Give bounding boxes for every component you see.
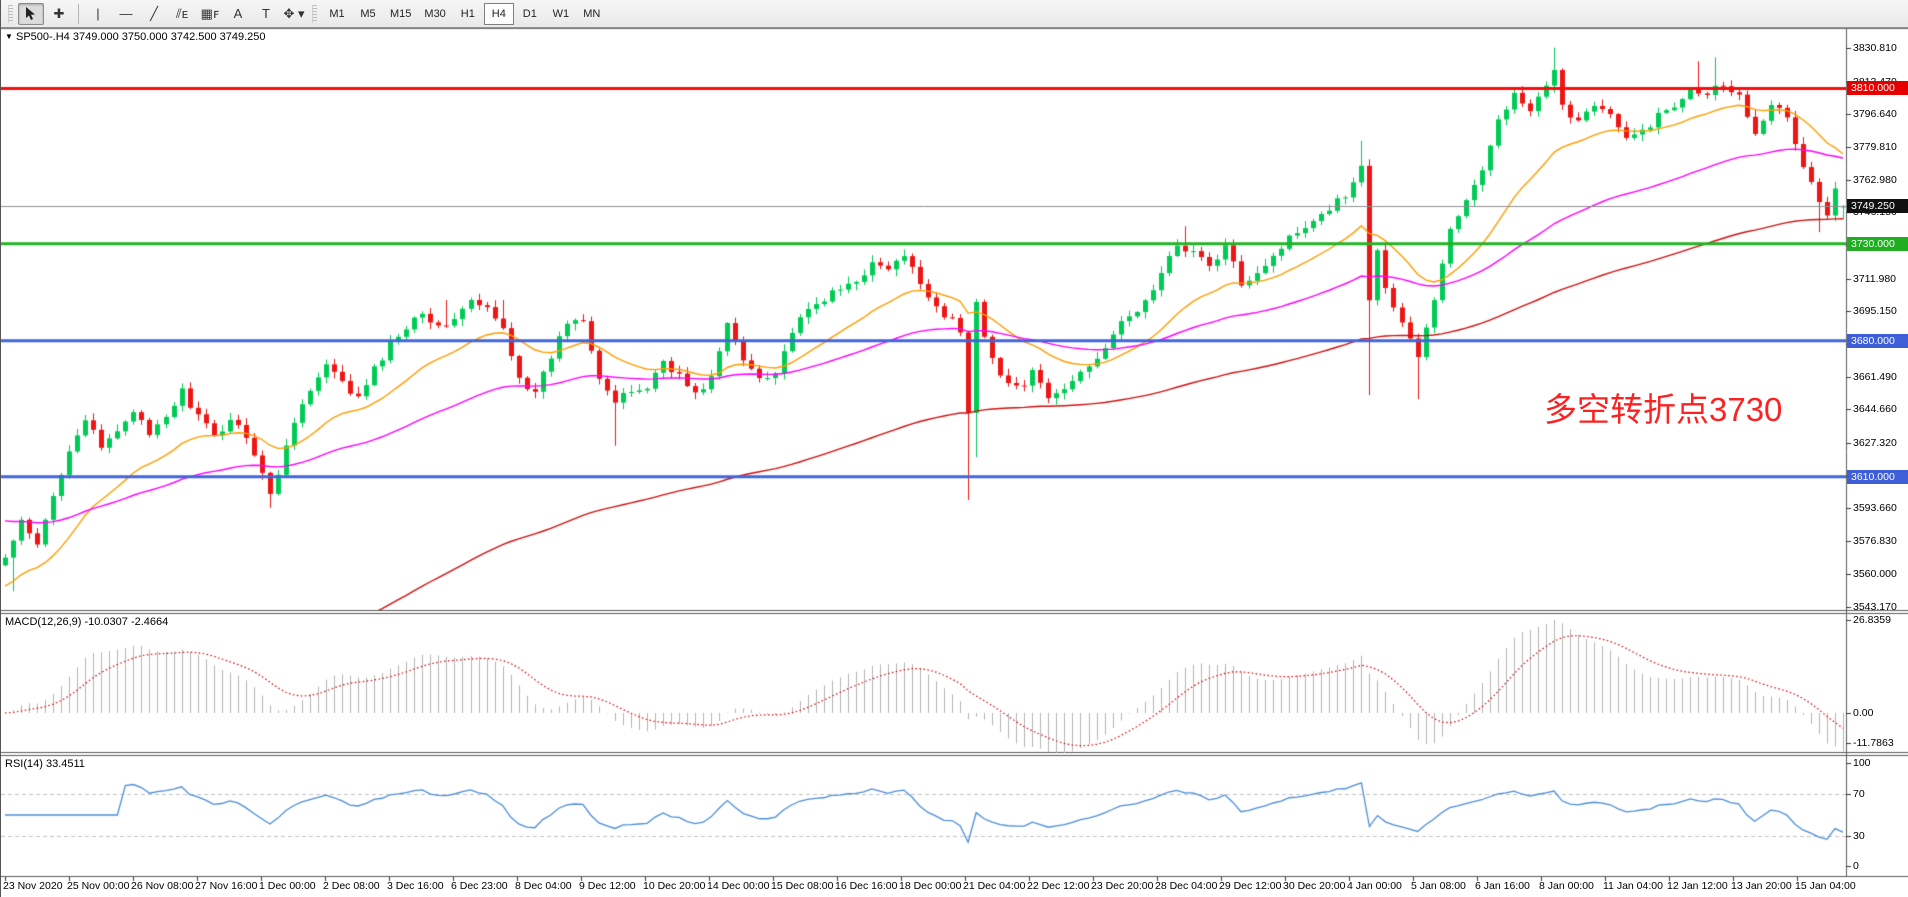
rsi-axis-tick: 70	[1853, 788, 1865, 800]
time-axis-label: 25 Nov 00:00	[67, 880, 130, 892]
price-axis-badge: 3749.250	[1847, 199, 1908, 214]
time-axis-label: 10 Dec 20:00	[643, 880, 706, 892]
rsi-axis-tick: 30	[1853, 830, 1865, 842]
price-axis-tick: 3644.660	[1853, 403, 1897, 416]
time-axis-label: 12 Jan 12:00	[1667, 880, 1728, 892]
chart-annotation-text[interactable]: 多空转折点3730	[1544, 391, 1783, 428]
time-axis-label: 15 Jan 04:00	[1795, 880, 1856, 892]
rsi-axis-tick: 0	[1853, 860, 1859, 872]
time-axis-label: 2 Dec 08:00	[323, 880, 380, 892]
time-axis-label: 21 Dec 04:00	[963, 880, 1026, 892]
time-axis-label: 1 Dec 00:00	[259, 880, 316, 892]
time-axis-label: 6 Dec 23:00	[451, 880, 508, 892]
price-axis-tick: 3695.150	[1853, 305, 1897, 318]
time-axis-label: 22 Dec 12:00	[1027, 880, 1090, 892]
price-axis-tick: 3762.980	[1853, 173, 1897, 186]
price-axis-badge: 3610.000	[1847, 469, 1908, 484]
price-axis-tick: 3796.640	[1853, 108, 1897, 121]
price-axis-badge: 3810.000	[1847, 81, 1908, 96]
price-axis-tick: 3593.660	[1853, 502, 1897, 515]
time-axis-label: 23 Nov 2020	[3, 880, 63, 892]
time-axis-label: 14 Dec 00:00	[707, 880, 770, 892]
symbol-title-text: SP500-.H4 3749.000 3750.000 3742.500 374…	[15, 31, 266, 43]
time-axis-label: 6 Jan 16:00	[1475, 880, 1530, 892]
macd-axis-tick: 0.00	[1853, 707, 1874, 719]
price-axis-badge: 3680.000	[1847, 333, 1908, 348]
time-axis-label: 23 Dec 20:00	[1091, 880, 1154, 892]
macd-indicator-label: MACD(12,26,9) -10.0307 -2.4664	[5, 616, 169, 628]
price-axis-tick: 3543.170	[1853, 600, 1897, 613]
macd-axis-tick: -11.7863	[1853, 737, 1894, 749]
price-axis-tick: 3560.000	[1853, 567, 1897, 580]
time-axis-label: 8 Dec 04:00	[515, 880, 572, 892]
rsi-indicator-label: RSI(14) 33.4511	[5, 758, 85, 770]
price-axis-tick: 3830.810	[1853, 42, 1897, 54]
time-axis-label: 3 Dec 16:00	[387, 880, 444, 892]
symbol-ohlc-readout: ▼ SP500-.H4 3749.000 3750.000 3742.500 3…	[5, 31, 266, 43]
price-axis-tick: 3779.810	[1853, 141, 1897, 154]
collapse-triangle-icon[interactable]: ▼	[5, 32, 13, 41]
time-axis-label: 11 Jan 04:00	[1603, 880, 1663, 892]
time-axis-label: 29 Dec 12:00	[1219, 880, 1282, 892]
time-axis-label: 9 Dec 12:00	[579, 880, 636, 892]
time-axis-label: 16 Dec 16:00	[835, 880, 898, 892]
time-axis-label: 13 Jan 20:00	[1731, 880, 1792, 892]
time-axis-label: 26 Nov 08:00	[131, 880, 194, 892]
time-axis-label: 28 Dec 04:00	[1155, 880, 1218, 892]
price-axis-tick: 3576.830	[1853, 535, 1897, 548]
time-axis-label: 18 Dec 00:00	[899, 880, 962, 892]
time-axis-label: 30 Dec 20:00	[1283, 880, 1346, 892]
time-axis-label: 8 Jan 00:00	[1539, 880, 1594, 892]
time-axis-label: 5 Jan 08:00	[1411, 880, 1466, 892]
price-axis-tick: 3627.320	[1853, 437, 1897, 450]
time-axis-label: 15 Dec 08:00	[771, 880, 834, 892]
price-axis-tick: 3711.980	[1853, 272, 1897, 285]
macd-axis-tick: 26.8359	[1853, 614, 1891, 626]
time-axis-label: 27 Nov 16:00	[195, 880, 258, 892]
time-axis-label: 4 Jan 00:00	[1347, 880, 1402, 892]
rsi-axis-tick: 100	[1853, 757, 1871, 769]
price-axis-tick: 3661.490	[1853, 370, 1897, 383]
price-axis-badge: 3730.000	[1847, 236, 1908, 251]
